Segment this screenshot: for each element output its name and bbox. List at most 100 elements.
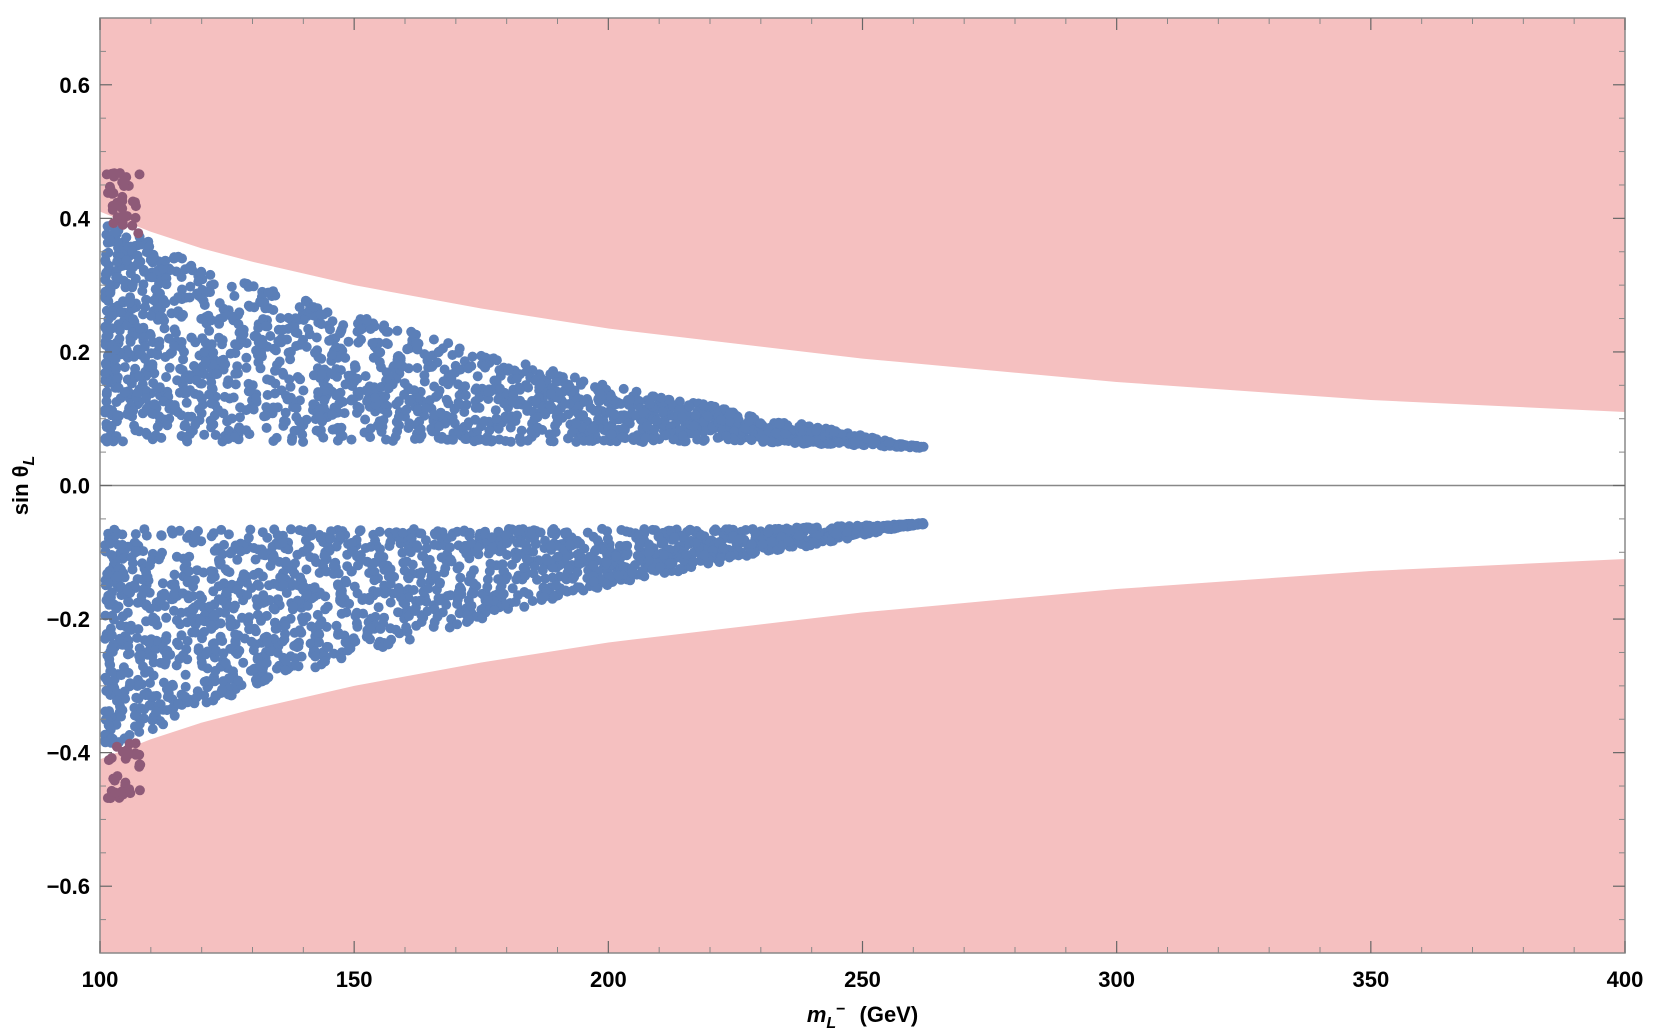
data-point	[132, 632, 143, 643]
data-point	[122, 409, 133, 420]
data-point	[257, 549, 268, 560]
data-point	[331, 342, 341, 353]
data-point	[114, 333, 125, 344]
data-point	[520, 359, 531, 370]
data-point	[498, 589, 509, 599]
data-point	[360, 371, 371, 382]
data-point	[310, 651, 321, 662]
data-point	[733, 534, 744, 545]
data-point	[783, 536, 794, 547]
data-point	[690, 410, 701, 421]
data-point	[165, 348, 176, 359]
data-point	[383, 383, 394, 394]
data-point	[483, 386, 494, 397]
data-point	[225, 690, 236, 701]
data-point	[333, 568, 344, 579]
data-point	[413, 404, 423, 415]
data-point	[301, 564, 312, 575]
data-point	[578, 376, 589, 387]
data-point	[649, 424, 660, 435]
data-point	[210, 665, 221, 676]
data-point	[291, 341, 302, 351]
data-point	[343, 370, 354, 381]
y-tick-label: −0.6	[47, 874, 90, 899]
data-point	[193, 276, 204, 287]
data-point	[204, 601, 215, 612]
data-point	[325, 324, 335, 335]
data-point	[145, 330, 156, 341]
data-point	[766, 536, 777, 547]
data-point	[147, 724, 158, 735]
data-point	[617, 432, 628, 443]
data-point	[245, 301, 255, 312]
data-point	[248, 404, 259, 415]
data-point	[109, 227, 120, 238]
data-point	[316, 353, 327, 364]
data-point	[134, 426, 145, 437]
data-point	[271, 432, 282, 443]
data-point	[218, 648, 229, 659]
data-point	[502, 538, 512, 548]
y-tick-label: −0.4	[47, 741, 91, 766]
data-point	[209, 676, 220, 687]
data-point	[298, 315, 309, 325]
data-point	[562, 527, 572, 538]
data-point	[750, 527, 761, 538]
data-point	[918, 519, 929, 530]
data-point	[278, 369, 289, 380]
data-point	[373, 551, 384, 562]
data-point	[257, 338, 268, 349]
data-point	[283, 312, 294, 323]
data-point	[208, 279, 219, 290]
data-point	[690, 429, 701, 440]
data-point	[310, 662, 321, 673]
excluded-data-point	[127, 220, 138, 231]
data-point	[208, 419, 219, 430]
data-point	[522, 402, 533, 413]
data-point	[306, 621, 317, 632]
data-point	[725, 407, 736, 418]
data-point	[699, 550, 710, 561]
data-point	[365, 324, 376, 334]
data-point	[157, 578, 168, 589]
excluded-data-point	[107, 188, 118, 199]
data-point	[511, 574, 522, 585]
data-point	[171, 551, 182, 562]
data-point	[169, 569, 180, 580]
data-point	[206, 398, 217, 409]
data-point	[241, 352, 252, 363]
data-point	[370, 392, 381, 403]
data-point	[101, 267, 112, 278]
data-point	[146, 272, 157, 283]
data-point	[191, 692, 202, 703]
data-point	[251, 345, 262, 356]
data-point	[586, 423, 597, 434]
data-point	[372, 420, 383, 431]
data-point	[158, 719, 169, 730]
data-point	[759, 434, 770, 445]
data-point	[149, 399, 160, 410]
data-point	[133, 624, 144, 635]
data-point	[590, 545, 601, 556]
data-point	[511, 373, 522, 384]
data-point	[336, 608, 347, 619]
data-point	[317, 369, 328, 380]
data-point	[405, 547, 416, 558]
data-point	[331, 390, 342, 401]
data-point	[698, 400, 709, 411]
data-point	[229, 432, 240, 443]
data-point	[428, 334, 439, 345]
y-tick-label: 0.0	[59, 474, 90, 499]
data-point	[746, 539, 757, 550]
data-point	[335, 328, 346, 339]
data-point	[519, 587, 530, 597]
data-point	[494, 434, 505, 445]
data-point	[732, 413, 743, 424]
data-point	[106, 550, 117, 560]
data-point	[131, 546, 141, 557]
data-point	[393, 412, 404, 422]
data-point	[540, 573, 551, 584]
data-point	[362, 396, 373, 407]
data-point	[291, 403, 302, 414]
data-point	[130, 363, 141, 374]
